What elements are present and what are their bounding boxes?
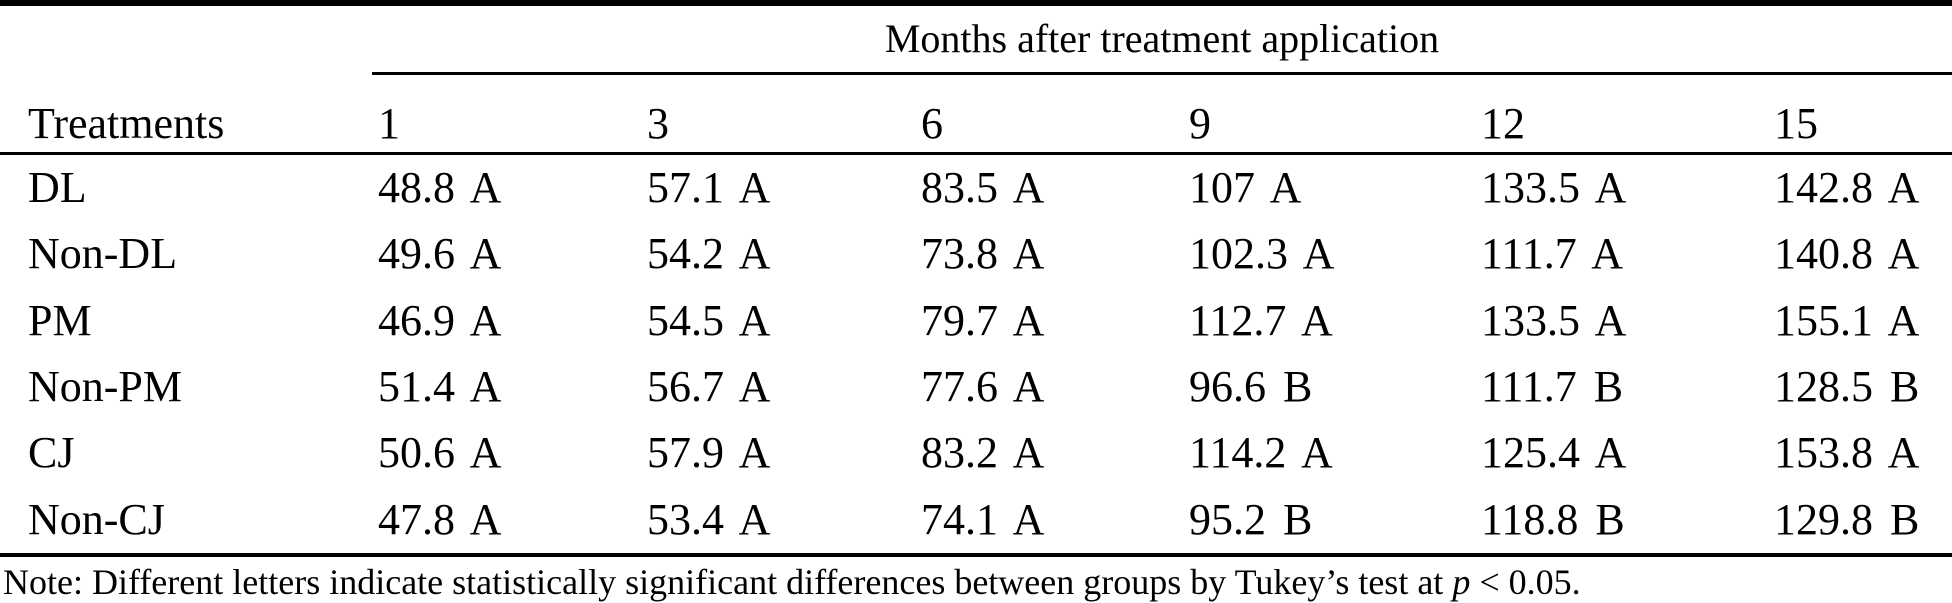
table-row: PM 46.9 A 54.5 A 79.7 A 112.7 A 133.5 A 155.1…: [0, 288, 1952, 354]
table-note: Note: Different letters indicate statist…: [0, 557, 1952, 603]
table-cell: 46.9 A: [378, 295, 502, 345]
table-cell: 129.8 B: [1774, 494, 1920, 544]
table-cell: 107 A: [1189, 163, 1302, 213]
table-cell: 133.5 A: [1481, 295, 1627, 345]
table-cell: 57.1 A: [647, 163, 771, 213]
table-cell: 57.9 A: [647, 428, 771, 478]
table-row: Non-PM 51.4 A 56.7 A 77.6 A 96.6 B 111.7 B 12…: [0, 354, 1952, 420]
table-cell: 47.8 A: [378, 494, 502, 544]
table-cell: 95.2 B: [1189, 494, 1313, 544]
table-cell: 56.7 A: [647, 362, 771, 412]
column-header-3: 3: [647, 99, 669, 148]
table-row: DL 48.8 A 57.1 A 83.5 A 107 A 133.5 A 142.8 A: [0, 155, 1952, 221]
column-header-12: 12: [1481, 99, 1525, 148]
table-cell: 125.4 A: [1481, 428, 1627, 478]
table-top-border: [0, 0, 1952, 6]
column-header-15: 15: [1774, 99, 1818, 148]
note-p-symbol: p: [1452, 562, 1471, 602]
note-suffix-text: < 0.05.: [1470, 562, 1581, 602]
treatment-label: PM: [28, 295, 92, 345]
table-cell: 128.5 B: [1774, 362, 1920, 412]
table-cell: 155.1 A: [1774, 295, 1920, 345]
table-cell: 153.8 A: [1774, 428, 1920, 478]
table-bottom-border: [0, 553, 1952, 557]
treatment-label: Non-CJ: [28, 494, 165, 544]
column-header-6: 6: [921, 99, 943, 148]
column-group-header: Months after treatment application: [372, 6, 1952, 75]
treatment-label: Non-DL: [28, 229, 178, 279]
table-cell: 83.2 A: [921, 428, 1045, 478]
table-cell: 54.5 A: [647, 295, 771, 345]
table-row: Non-DL 49.6 A 54.2 A 73.8 A 102.3 A 111.7 A 1…: [0, 221, 1952, 287]
column-header-1: 1: [378, 99, 400, 148]
table-cell: 114.2 A: [1189, 428, 1333, 478]
table-cell: 142.8 A: [1774, 163, 1920, 213]
table-cell: 73.8 A: [921, 229, 1045, 279]
table-cell: 112.7 A: [1189, 295, 1333, 345]
table-header-row: Treatments 1 3 6 9 12 15: [0, 75, 1952, 155]
table-cell: 111.7 A: [1481, 229, 1624, 279]
table-cell: 83.5 A: [921, 163, 1045, 213]
table-cell: 77.6 A: [921, 362, 1045, 412]
table-body: DL 48.8 A 57.1 A 83.5 A 107 A 133.5 A 142.8 A…: [0, 155, 1952, 553]
table-row: Non-CJ 47.8 A 53.4 A 74.1 A 95.2 B 118.8 B 12…: [0, 487, 1952, 553]
table-cell: 49.6 A: [378, 229, 502, 279]
table-cell: 51.4 A: [378, 362, 502, 412]
table-cell: 118.8 B: [1481, 494, 1625, 544]
table-cell: 96.6 B: [1189, 362, 1313, 412]
table-cell: 48.8 A: [378, 163, 502, 213]
column-group-title: Months after treatment application: [884, 16, 1440, 61]
row-header-label: Treatments: [28, 99, 225, 148]
table-cell: 140.8 A: [1774, 229, 1920, 279]
table-cell: 133.5 A: [1481, 163, 1627, 213]
column-header-9: 9: [1189, 99, 1211, 148]
table-cell: 54.2 A: [647, 229, 771, 279]
table-cell: 102.3 A: [1189, 229, 1335, 279]
table-cell: 111.7 B: [1481, 362, 1624, 412]
table-row: CJ 50.6 A 57.9 A 83.2 A 114.2 A 125.4 A 153.8…: [0, 420, 1952, 486]
treatment-label: CJ: [28, 428, 75, 478]
table-cell: 79.7 A: [921, 295, 1045, 345]
table-cell: 74.1 A: [921, 494, 1045, 544]
treatment-label: DL: [28, 163, 87, 213]
table-cell: 53.4 A: [647, 494, 771, 544]
table-cell: 50.6 A: [378, 428, 502, 478]
treatment-label: Non-PM: [28, 362, 183, 412]
note-text: Note: Different letters indicate statist…: [3, 562, 1453, 602]
